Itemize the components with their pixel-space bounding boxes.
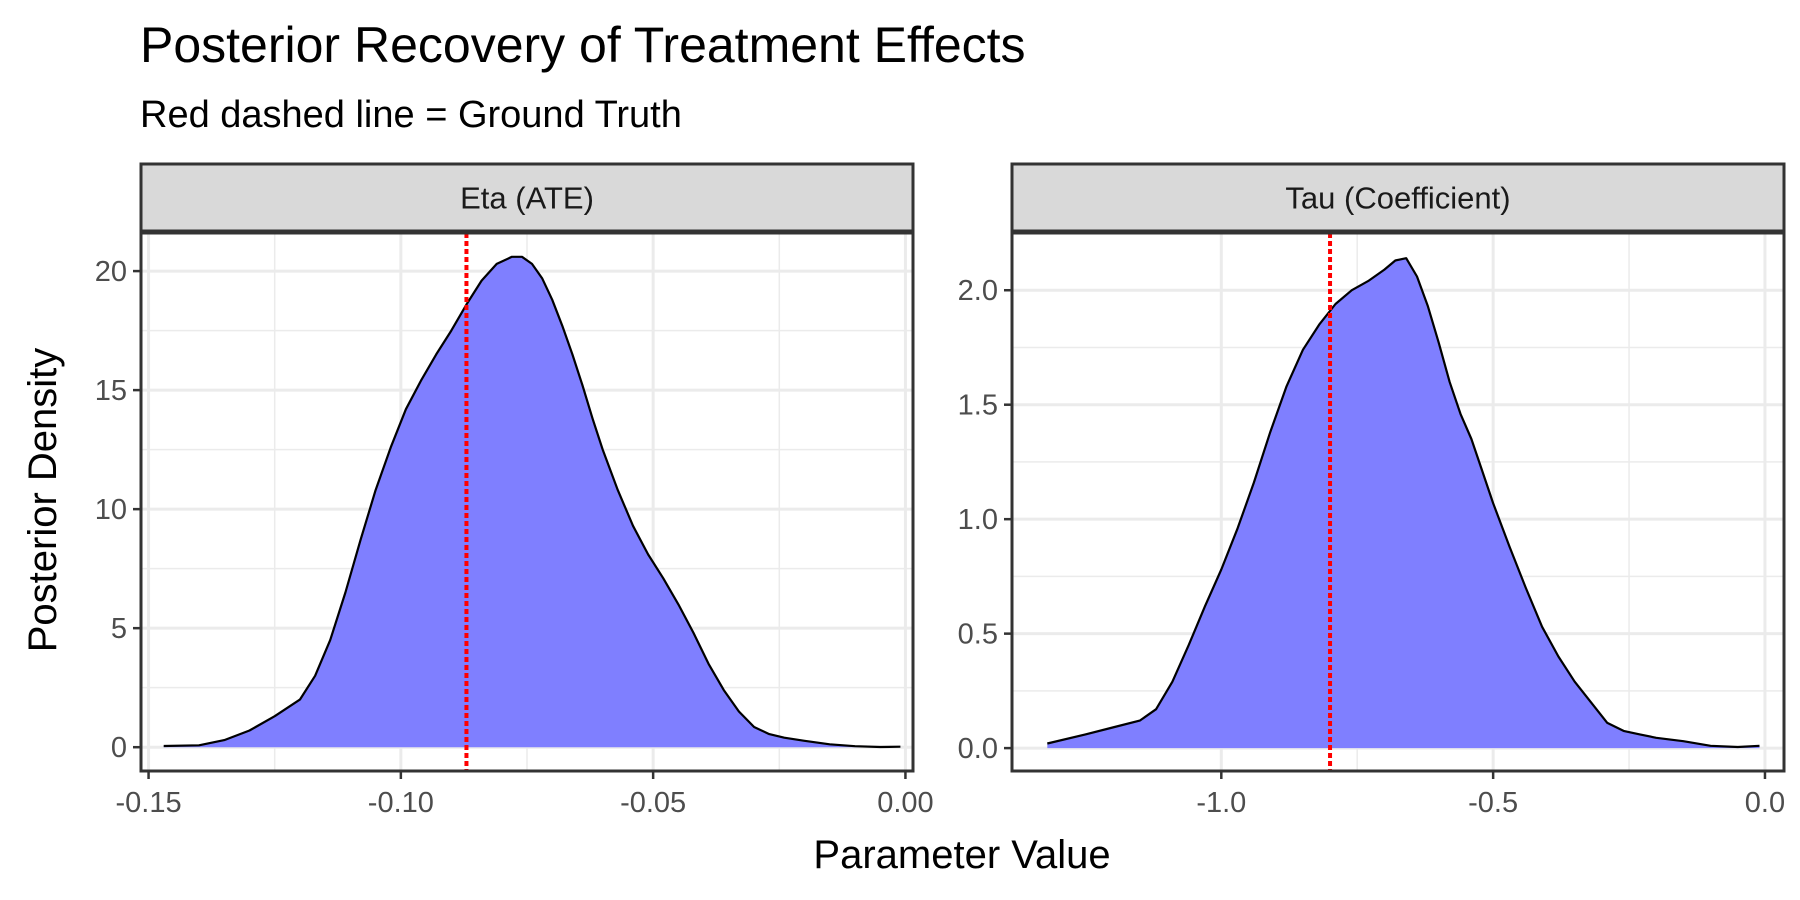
y-axis-title: Posterior Density xyxy=(21,348,65,653)
x-tick-label: -0.15 xyxy=(116,787,182,819)
y-tick-label: 1.0 xyxy=(958,504,998,536)
panel-border xyxy=(139,231,915,773)
y-tick-label: 0.5 xyxy=(958,619,998,651)
x-tick-label: -0.5 xyxy=(1468,787,1518,819)
panel-strip xyxy=(139,162,915,233)
panel-strip xyxy=(1010,162,1786,233)
panel-2: Tau (Coefficient) -1.0 -0.5 0.0 0.0 0.5 1.0 1.5… xyxy=(958,162,1786,819)
x-tick-label: 0.0 xyxy=(1745,787,1785,819)
density-outline xyxy=(1047,257,1760,749)
panel-strip-label: Eta (ATE) xyxy=(460,181,594,216)
y-tick-label: 10 xyxy=(95,494,127,526)
x-tick-label: 0.00 xyxy=(877,787,933,819)
x-tick-label: -0.05 xyxy=(620,787,686,819)
y-tick-label: 0 xyxy=(111,732,127,764)
y-tick-label: 1.5 xyxy=(958,390,998,422)
x-axis-title: Parameter Value xyxy=(813,833,1110,877)
panel-strip-label: Tau (Coefficient) xyxy=(1285,181,1510,216)
density-area xyxy=(1047,258,1760,749)
y-tick-label: 5 xyxy=(111,613,127,645)
chart-subtitle: Red dashed line = Ground Truth xyxy=(140,94,682,136)
y-tick-label: 2.0 xyxy=(958,275,998,307)
x-tick-label: -0.10 xyxy=(368,787,434,819)
x-tick-label: -1.0 xyxy=(1196,787,1246,819)
y-tick-label: 0.0 xyxy=(958,733,998,765)
chart-title: Posterior Recovery of Treatment Effects xyxy=(140,17,1026,73)
y-tick-label: 15 xyxy=(95,375,127,407)
panel-border xyxy=(1010,231,1786,773)
density-area xyxy=(163,256,901,748)
density-outline xyxy=(163,255,901,749)
y-tick-label: 20 xyxy=(95,256,127,288)
panel-1: Eta (ATE) -0.15 -0.10 -0.05 0.00 0 5 10 15 20 xyxy=(95,162,934,819)
